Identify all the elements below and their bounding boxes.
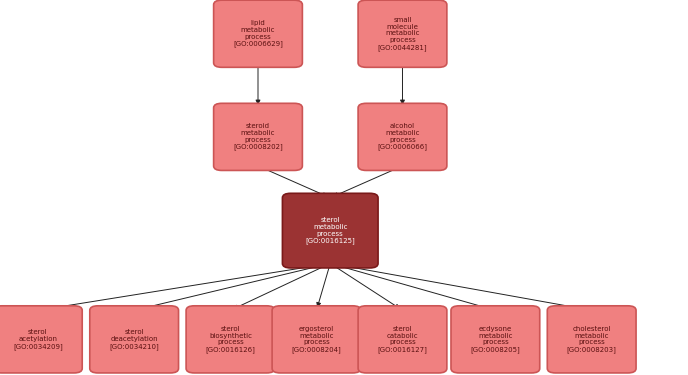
Text: ergosterol
metabolic
process
[GO:0008204]: ergosterol metabolic process [GO:0008204… <box>292 326 341 353</box>
Text: lipid
metabolic
process
[GO:0006629]: lipid metabolic process [GO:0006629] <box>233 20 283 47</box>
FancyBboxPatch shape <box>213 104 302 170</box>
FancyBboxPatch shape <box>89 306 179 373</box>
Text: cholesterol
metabolic
process
[GO:0008203]: cholesterol metabolic process [GO:000820… <box>567 326 616 353</box>
FancyBboxPatch shape <box>358 306 447 373</box>
Text: sterol
biosynthetic
process
[GO:0016126]: sterol biosynthetic process [GO:0016126] <box>206 326 255 353</box>
Text: ecdysone
metabolic
process
[GO:0008205]: ecdysone metabolic process [GO:0008205] <box>471 326 520 353</box>
FancyBboxPatch shape <box>451 306 539 373</box>
FancyBboxPatch shape <box>213 0 302 68</box>
FancyBboxPatch shape <box>186 306 275 373</box>
Text: sterol
acetylation
[GO:0034209]: sterol acetylation [GO:0034209] <box>13 329 63 350</box>
FancyBboxPatch shape <box>358 0 447 68</box>
Text: sterol
catabolic
process
[GO:0016127]: sterol catabolic process [GO:0016127] <box>378 326 427 353</box>
Text: sterol
metabolic
process
[GO:0016125]: sterol metabolic process [GO:0016125] <box>305 217 355 244</box>
Text: steroid
metabolic
process
[GO:0008202]: steroid metabolic process [GO:0008202] <box>233 123 283 150</box>
FancyBboxPatch shape <box>272 306 361 373</box>
Text: alcohol
metabolic
process
[GO:0006066]: alcohol metabolic process [GO:0006066] <box>378 123 427 150</box>
FancyBboxPatch shape <box>282 194 378 268</box>
Text: sterol
deacetylation
[GO:0034210]: sterol deacetylation [GO:0034210] <box>109 329 159 350</box>
Text: small
molecule
metabolic
process
[GO:0044281]: small molecule metabolic process [GO:004… <box>378 17 427 51</box>
FancyBboxPatch shape <box>0 306 83 373</box>
FancyBboxPatch shape <box>548 306 636 373</box>
FancyBboxPatch shape <box>358 104 447 170</box>
